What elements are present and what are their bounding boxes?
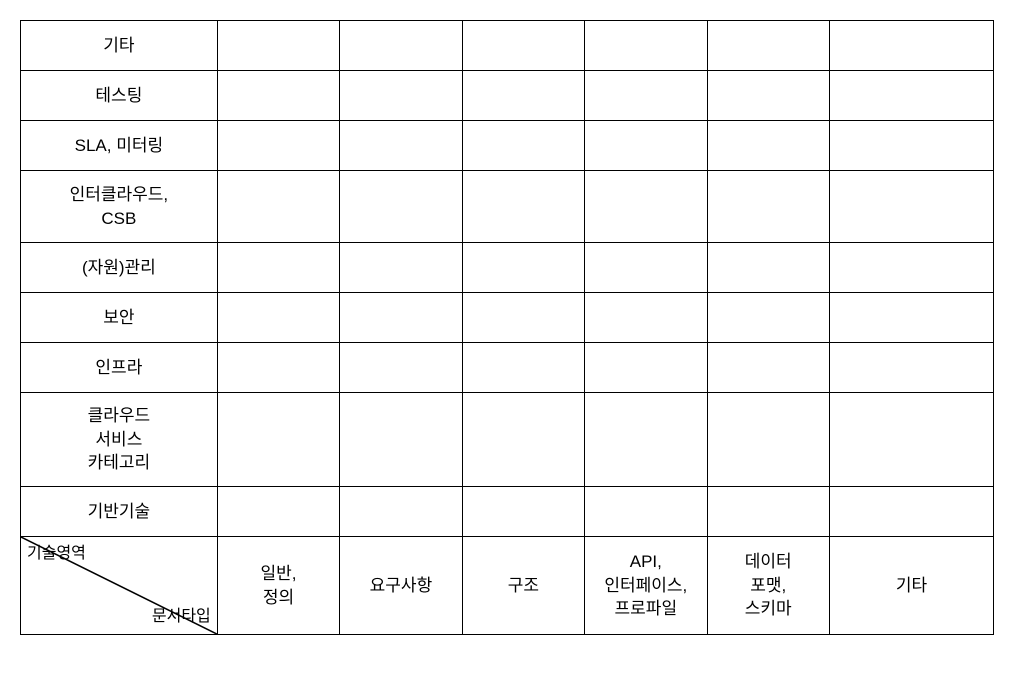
cell <box>340 293 462 343</box>
cell <box>829 171 993 243</box>
cell <box>340 243 462 293</box>
cell <box>340 71 462 121</box>
table-row: SLA, 미터링 <box>21 121 994 171</box>
row-header: 테스팅 <box>21 71 218 121</box>
cell <box>707 171 829 243</box>
row-header: (자원)관리 <box>21 243 218 293</box>
col-header: 구조 <box>462 537 584 635</box>
col-header: 기타 <box>829 537 993 635</box>
cell <box>462 343 584 393</box>
cell <box>340 487 462 537</box>
cell <box>707 121 829 171</box>
cell <box>707 393 829 487</box>
cell <box>340 171 462 243</box>
cell <box>585 71 707 121</box>
diagonal-header-cell: 기술영역 문서타입 <box>21 537 218 635</box>
cell <box>707 343 829 393</box>
cell <box>462 71 584 121</box>
cell <box>462 393 584 487</box>
cell <box>217 171 339 243</box>
col-header: 요구사항 <box>340 537 462 635</box>
row-header: 클라우드 서비스 카테고리 <box>21 393 218 487</box>
cell <box>585 393 707 487</box>
cell <box>340 121 462 171</box>
cell <box>340 343 462 393</box>
cell <box>462 487 584 537</box>
cell <box>829 71 993 121</box>
matrix-table: 기타 테스팅 SLA, 미터링 <box>20 20 994 635</box>
cell <box>829 21 993 71</box>
cell <box>462 243 584 293</box>
row-header: 인터클라우드, CSB <box>21 171 218 243</box>
cell <box>462 293 584 343</box>
cell <box>462 171 584 243</box>
col-header: 일반, 정의 <box>217 537 339 635</box>
cell <box>217 243 339 293</box>
table-row: 클라우드 서비스 카테고리 <box>21 393 994 487</box>
cell <box>585 293 707 343</box>
cell <box>585 171 707 243</box>
cell <box>217 21 339 71</box>
cell <box>585 487 707 537</box>
cell <box>829 343 993 393</box>
cell <box>217 293 339 343</box>
cell <box>829 487 993 537</box>
cell <box>217 487 339 537</box>
cell <box>217 393 339 487</box>
cell <box>462 121 584 171</box>
table-footer-row: 기술영역 문서타입 일반, 정의 요구사항 구조 API, 인터페이스, 프로파… <box>21 537 994 635</box>
cell <box>707 487 829 537</box>
table-row: 테스팅 <box>21 71 994 121</box>
row-header: 보안 <box>21 293 218 343</box>
cell <box>829 293 993 343</box>
col-header: 데이터 포맷, 스키마 <box>707 537 829 635</box>
cell <box>585 243 707 293</box>
cell <box>585 121 707 171</box>
cell <box>340 21 462 71</box>
row-header: SLA, 미터링 <box>21 121 218 171</box>
row-header: 기타 <box>21 21 218 71</box>
cell <box>829 121 993 171</box>
cell <box>707 21 829 71</box>
cell <box>707 243 829 293</box>
col-header: API, 인터페이스, 프로파일 <box>585 537 707 635</box>
cell <box>217 121 339 171</box>
cell <box>217 71 339 121</box>
row-header: 기반기술 <box>21 487 218 537</box>
cell <box>340 393 462 487</box>
diagonal-bottom-label: 문서타입 <box>152 606 211 628</box>
cell <box>585 343 707 393</box>
cell <box>707 293 829 343</box>
diagonal-top-label: 기술영역 <box>27 543 86 565</box>
cell <box>217 343 339 393</box>
table-wrapper: 기타 테스팅 SLA, 미터링 <box>20 20 994 635</box>
cell <box>585 21 707 71</box>
table-row: 인터클라우드, CSB <box>21 171 994 243</box>
table-row: 인프라 <box>21 343 994 393</box>
cell <box>829 393 993 487</box>
cell <box>462 21 584 71</box>
cell <box>829 243 993 293</box>
row-header: 인프라 <box>21 343 218 393</box>
table-row: 기타 <box>21 21 994 71</box>
table-row: 기반기술 <box>21 487 994 537</box>
table-row: 보안 <box>21 293 994 343</box>
table-row: (자원)관리 <box>21 243 994 293</box>
cell <box>707 71 829 121</box>
